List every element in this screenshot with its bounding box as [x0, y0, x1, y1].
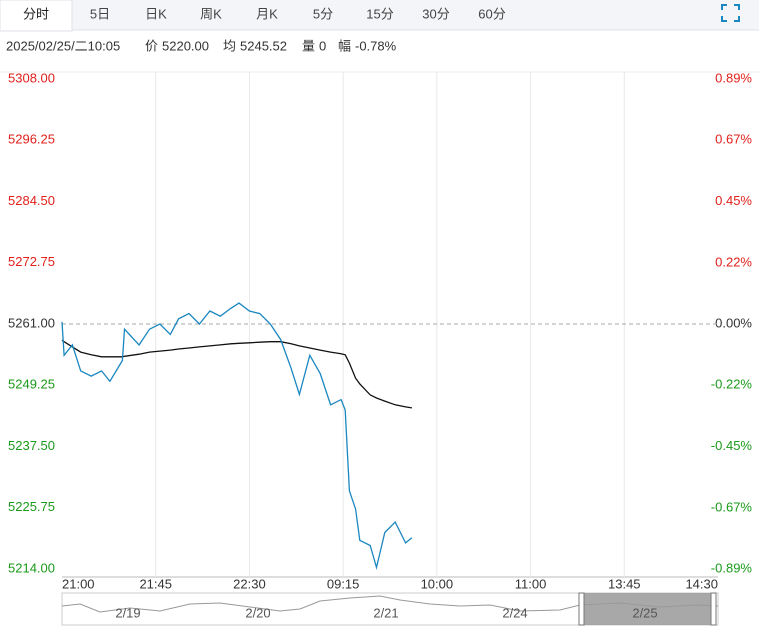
x-tick-label: 13:45	[608, 576, 641, 591]
info-label: 幅	[338, 38, 351, 53]
tab[interactable]: 月K	[256, 6, 278, 21]
y-tick-label: 5272.75	[8, 254, 55, 269]
y-tick-label: 5237.50	[8, 438, 55, 453]
y2-tick-label: 0.67%	[715, 132, 752, 147]
navigator-handle[interactable]	[578, 592, 585, 626]
y-tick-label: 5308.00	[8, 70, 55, 85]
tab[interactable]: 5日	[90, 6, 110, 21]
series-line	[61, 339, 413, 409]
x-tick-label: 11:00	[515, 576, 547, 591]
y2-tick-label: 0.45%	[715, 193, 752, 208]
y-tick-label: 5214.00	[8, 560, 55, 575]
x-tick-label: 22:30	[233, 576, 266, 591]
tab[interactable]: 分时	[23, 6, 49, 21]
tab[interactable]: 周K	[200, 6, 222, 21]
info-value: 5220.00	[162, 38, 209, 53]
navigator-date: 2/21	[373, 605, 398, 620]
y-tick-label: 5225.75	[8, 499, 55, 514]
navigator-date: 2/24	[502, 605, 527, 620]
y2-tick-label: 0.22%	[715, 254, 752, 269]
tab[interactable]: 5分	[313, 6, 333, 21]
navigator-date: 2/25	[632, 605, 657, 620]
y2-tick-label: -0.22%	[711, 377, 753, 392]
fullscreen-icon[interactable]	[721, 4, 740, 22]
x-tick-label: 21:00	[62, 576, 95, 591]
info-time: 2025/02/25/二10:05	[6, 38, 120, 53]
info-label: 量	[302, 38, 315, 53]
y-tick-label: 5261.00	[8, 315, 55, 330]
navigator-handle[interactable]	[710, 592, 717, 626]
navigator-date: 2/19	[115, 605, 140, 620]
x-tick-label: 14:30	[685, 576, 718, 591]
y2-tick-label: -0.67%	[711, 499, 753, 514]
tab[interactable]: 30分	[422, 6, 449, 21]
tab[interactable]: 15分	[366, 6, 393, 21]
navigator-date: 2/20	[245, 605, 270, 620]
y2-tick-label: 0.89%	[715, 70, 752, 85]
tab[interactable]: 60分	[478, 6, 505, 21]
y2-tick-label: -0.45%	[711, 438, 753, 453]
tab[interactable]: 日K	[145, 6, 167, 21]
y-tick-label: 5296.25	[8, 132, 55, 147]
info-label: 均	[223, 38, 236, 53]
info-value: -0.78%	[355, 38, 397, 53]
series-line	[61, 302, 413, 570]
active-tab-bg	[0, 0, 73, 32]
info-value: 5245.52	[240, 38, 287, 53]
x-tick-label: 10:00	[421, 576, 454, 591]
navigator-window[interactable]	[581, 593, 715, 625]
tab-bar	[0, 0, 759, 30]
y-tick-label: 5249.25	[8, 377, 55, 392]
info-value: 0	[319, 38, 326, 53]
y2-tick-label: 0.00%	[715, 315, 752, 330]
x-tick-label: 21:45	[139, 576, 172, 591]
info-label: 价	[145, 38, 158, 53]
y-tick-label: 5284.50	[8, 193, 55, 208]
y2-tick-label: -0.89%	[711, 560, 753, 575]
x-tick-label: 09:15	[327, 576, 360, 591]
